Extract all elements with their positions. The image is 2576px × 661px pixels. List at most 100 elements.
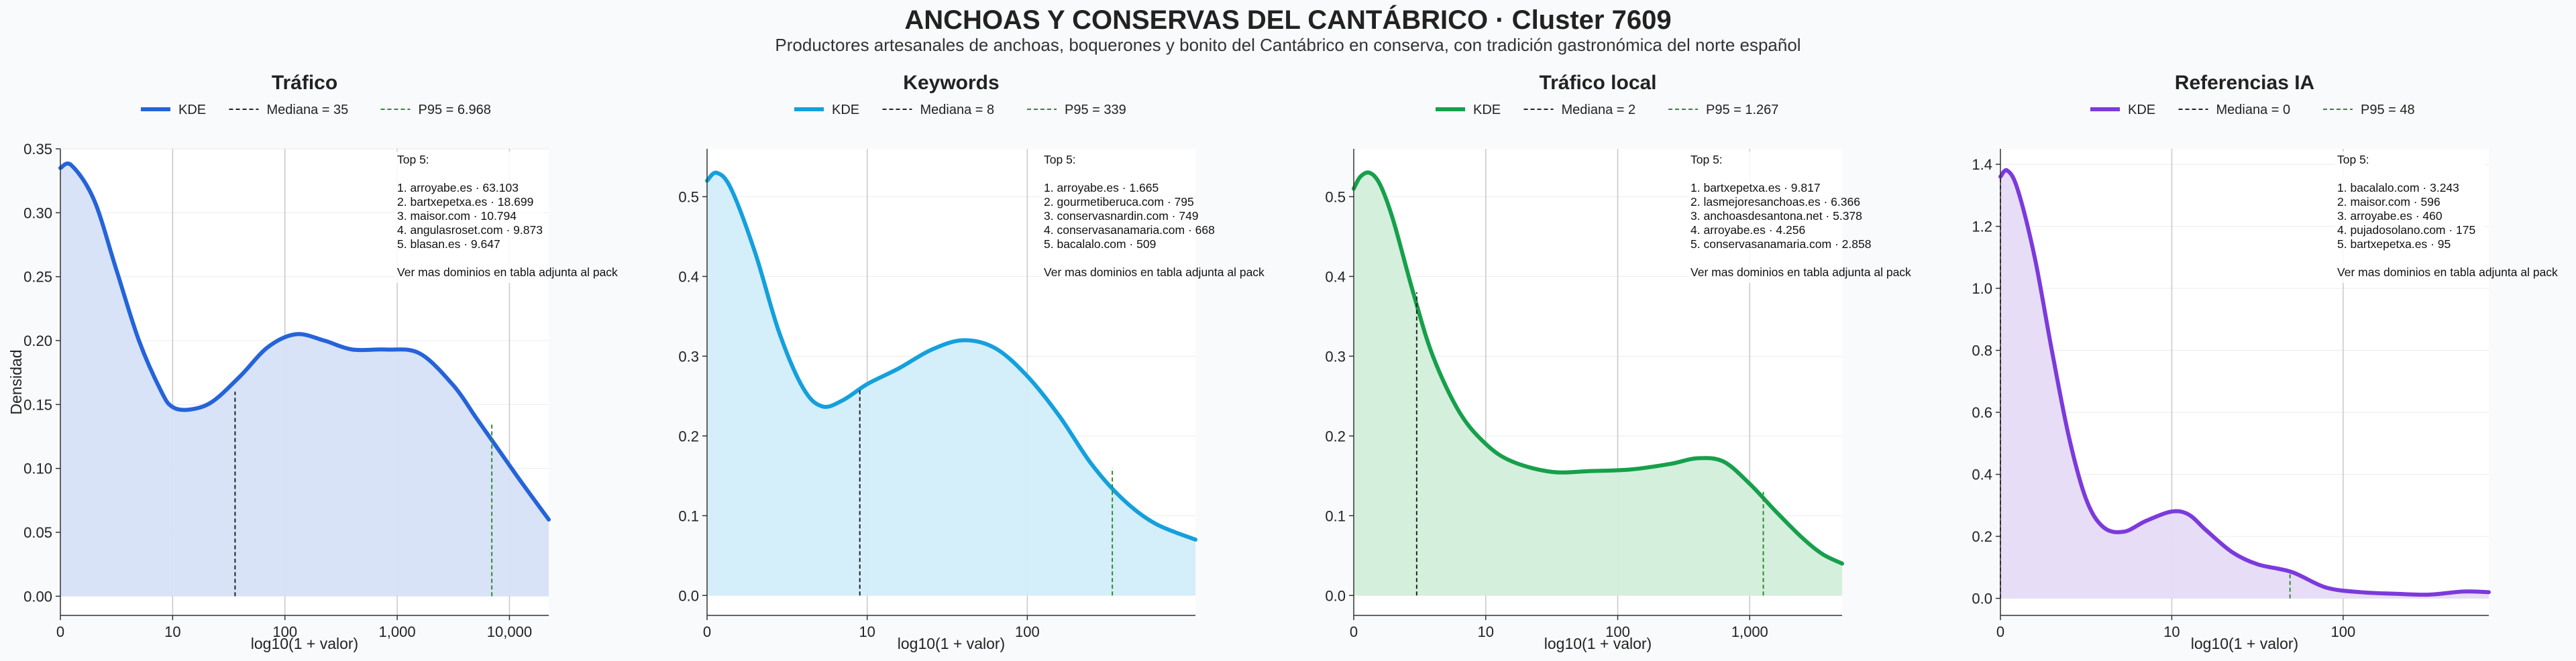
legend-label: P95 = 6.968 bbox=[419, 103, 491, 117]
chart-panel-3: 0.0 0.1 0.2 0.3 0.4 0.5 0 10 100 1,000 log10(1 + v… bbox=[1325, 72, 1911, 652]
annotation-background bbox=[394, 152, 545, 283]
x-tick-label: 100 bbox=[2331, 623, 2356, 640]
kde-line bbox=[1352, 170, 1844, 566]
y-tick-label: 1.2 bbox=[1972, 219, 1992, 235]
y-tick-label: 0.5 bbox=[1325, 188, 1346, 205]
legend-label: Mediana = 0 bbox=[2216, 103, 2291, 117]
annotation-line: 5. blasan.es · 9.647 bbox=[397, 237, 500, 251]
x-tick-label: 10 bbox=[2163, 623, 2180, 640]
y-tick-label: 0.4 bbox=[678, 268, 699, 285]
annotation-line: 2. maisor.com · 596 bbox=[2337, 195, 2440, 208]
y-tick-label: 0.8 bbox=[1972, 343, 1992, 359]
y-tick-label: 0.0 bbox=[678, 587, 699, 604]
kde-line bbox=[705, 170, 1197, 542]
annotation-line: 1. bartxepetxa.es · 9.817 bbox=[1690, 181, 1821, 194]
legend-label: KDE bbox=[178, 103, 206, 117]
x-tick-label: 10 bbox=[859, 623, 875, 640]
chart-title: Referencias IA bbox=[2175, 72, 2314, 94]
annotation-line: Top 5: bbox=[397, 153, 429, 166]
y-tick-label: 0.35 bbox=[23, 141, 52, 158]
y-tick-label: 0.25 bbox=[23, 269, 52, 286]
annotation-line: 5. bartxepetxa.es · 95 bbox=[2337, 237, 2451, 251]
annotation-background bbox=[1041, 152, 1191, 283]
y-tick-label: 0.2 bbox=[1325, 428, 1346, 444]
annotation-line: Ver mas dominios en tabla adjunta al pac… bbox=[1044, 265, 1265, 279]
x-tick-label: 100 bbox=[1015, 623, 1040, 640]
annotation-line: Ver mas dominios en tabla adjunta al pac… bbox=[1690, 265, 1911, 279]
annotation-background bbox=[2334, 152, 2485, 283]
y-tick-label: 0.15 bbox=[23, 396, 52, 413]
y-tick-label: 0.1 bbox=[678, 507, 699, 524]
y-tick-label: 0.4 bbox=[1325, 268, 1346, 285]
y-tick-label: 0.1 bbox=[1325, 507, 1346, 524]
chart-title: Tráfico local bbox=[1539, 72, 1656, 94]
legend-label: Mediana = 2 bbox=[1562, 103, 1636, 117]
x-tick-label: 10 bbox=[164, 623, 180, 640]
x-tick-label: 0 bbox=[56, 623, 64, 640]
legend: KDE Mediana = 35 P95 = 6.968 bbox=[141, 103, 491, 117]
chart-panel-2: 0.0 0.1 0.2 0.3 0.4 0.5 0 10 100 log10(1 + valor)… bbox=[678, 72, 1265, 652]
y-tick-label: 0.2 bbox=[1972, 528, 1992, 545]
legend-label: P95 = 339 bbox=[1065, 103, 1126, 117]
y-tick-label: 0.10 bbox=[23, 461, 52, 477]
annotation-line: Ver mas dominios en tabla adjunta al pac… bbox=[2337, 265, 2558, 279]
x-axis-label: log10(1 + valor) bbox=[2191, 635, 2298, 652]
annotation-line: 3. arroyabe.es · 460 bbox=[2337, 209, 2443, 223]
x-tick-label: 100 bbox=[1605, 623, 1630, 640]
annotation-line: 5. conservasanamaria.com · 2.858 bbox=[1690, 237, 1871, 251]
kde-line bbox=[1998, 168, 2491, 597]
annotation-line: Top 5: bbox=[1044, 153, 1076, 166]
chart-panel-4: 0.0 0.2 0.4 0.6 0.8 1.0 1.2 1.4 0 10 100 log10(1 + … bbox=[1972, 72, 2558, 652]
annotation-line: 4. arroyabe.es · 4.256 bbox=[1690, 223, 1805, 237]
y-tick-label: 0.6 bbox=[1972, 404, 1992, 421]
annotation-line: 4. angulasroset.com · 9.873 bbox=[397, 223, 543, 237]
x-axis-label: log10(1 + valor) bbox=[898, 635, 1005, 652]
legend-label: KDE bbox=[832, 103, 859, 117]
x-tick-label: 10 bbox=[1478, 623, 1494, 640]
y-tick-label: 0.4 bbox=[1972, 467, 1992, 483]
annotation-line: 2. gourmetiberuca.com · 795 bbox=[1044, 195, 1194, 208]
kde-area bbox=[2000, 170, 2489, 599]
y-axis-label: Densidad bbox=[7, 349, 25, 414]
y-tick-label: 1.0 bbox=[1972, 280, 1992, 297]
legend-label: KDE bbox=[1473, 103, 1501, 117]
kde-area bbox=[1354, 172, 1842, 596]
legend-label: P95 = 1.267 bbox=[1706, 103, 1778, 117]
annotation-line: 1. arroyabe.es · 1.665 bbox=[1044, 181, 1159, 194]
annotation-line: 3. anchoasdesantona.net · 5.378 bbox=[1690, 209, 1862, 223]
y-tick-label: 0.30 bbox=[23, 204, 52, 221]
legend-label: Mediana = 35 bbox=[267, 103, 349, 117]
annotation-line: Top 5: bbox=[2337, 153, 2369, 166]
page-subtitle: Productores artesanales de anchoas, boqu… bbox=[775, 35, 1801, 55]
y-tick-label: 1.4 bbox=[1972, 156, 1992, 173]
y-tick-label: 0.0 bbox=[1325, 587, 1346, 604]
annotation-line: 4. pujadosolano.com · 175 bbox=[2337, 223, 2475, 237]
annotation-line: 1. bacalalo.com · 3.243 bbox=[2337, 181, 2459, 194]
x-tick-label: 1,000 bbox=[379, 623, 416, 640]
annotation-line: Ver mas dominios en tabla adjunta al pac… bbox=[397, 265, 618, 279]
annotation-line: 2. lasmejoresanchoas.es · 6.366 bbox=[1690, 195, 1860, 208]
annotation-line: 1. arroyabe.es · 63.103 bbox=[397, 181, 519, 194]
annotation-line: 2. bartxepetxa.es · 18.699 bbox=[397, 195, 533, 208]
annotation-line: Top 5: bbox=[1690, 153, 1723, 166]
x-tick-label: 0 bbox=[1996, 623, 2004, 640]
x-tick-label: 0 bbox=[1350, 623, 1358, 640]
annotation-background bbox=[1688, 152, 1838, 283]
annotation-line: 3. conservasnardin.com · 749 bbox=[1044, 209, 1199, 223]
x-axis-label: log10(1 + valor) bbox=[1544, 635, 1652, 652]
legend-label: Mediana = 8 bbox=[920, 103, 995, 117]
annotation-line: 3. maisor.com · 10.794 bbox=[397, 209, 517, 223]
y-tick-label: 0.05 bbox=[23, 524, 52, 541]
chart-panel-1: 0.00 0.05 0.10 0.15 0.20 0.25 0.30 0.35 0 10 100 1,… bbox=[7, 72, 618, 652]
x-tick-label: 10,000 bbox=[487, 623, 532, 640]
y-tick-label: 0.5 bbox=[678, 188, 699, 205]
y-tick-label: 0.2 bbox=[678, 428, 699, 444]
legend: KDE Mediana = 0 P95 = 48 bbox=[2090, 103, 2415, 117]
chart-title: Keywords bbox=[903, 72, 999, 94]
page-title: ANCHOAS Y CONSERVAS DEL CANTÁBRICO · Clu… bbox=[904, 5, 1672, 35]
annotation-line: 4. conservasanamaria.com · 668 bbox=[1044, 223, 1215, 237]
